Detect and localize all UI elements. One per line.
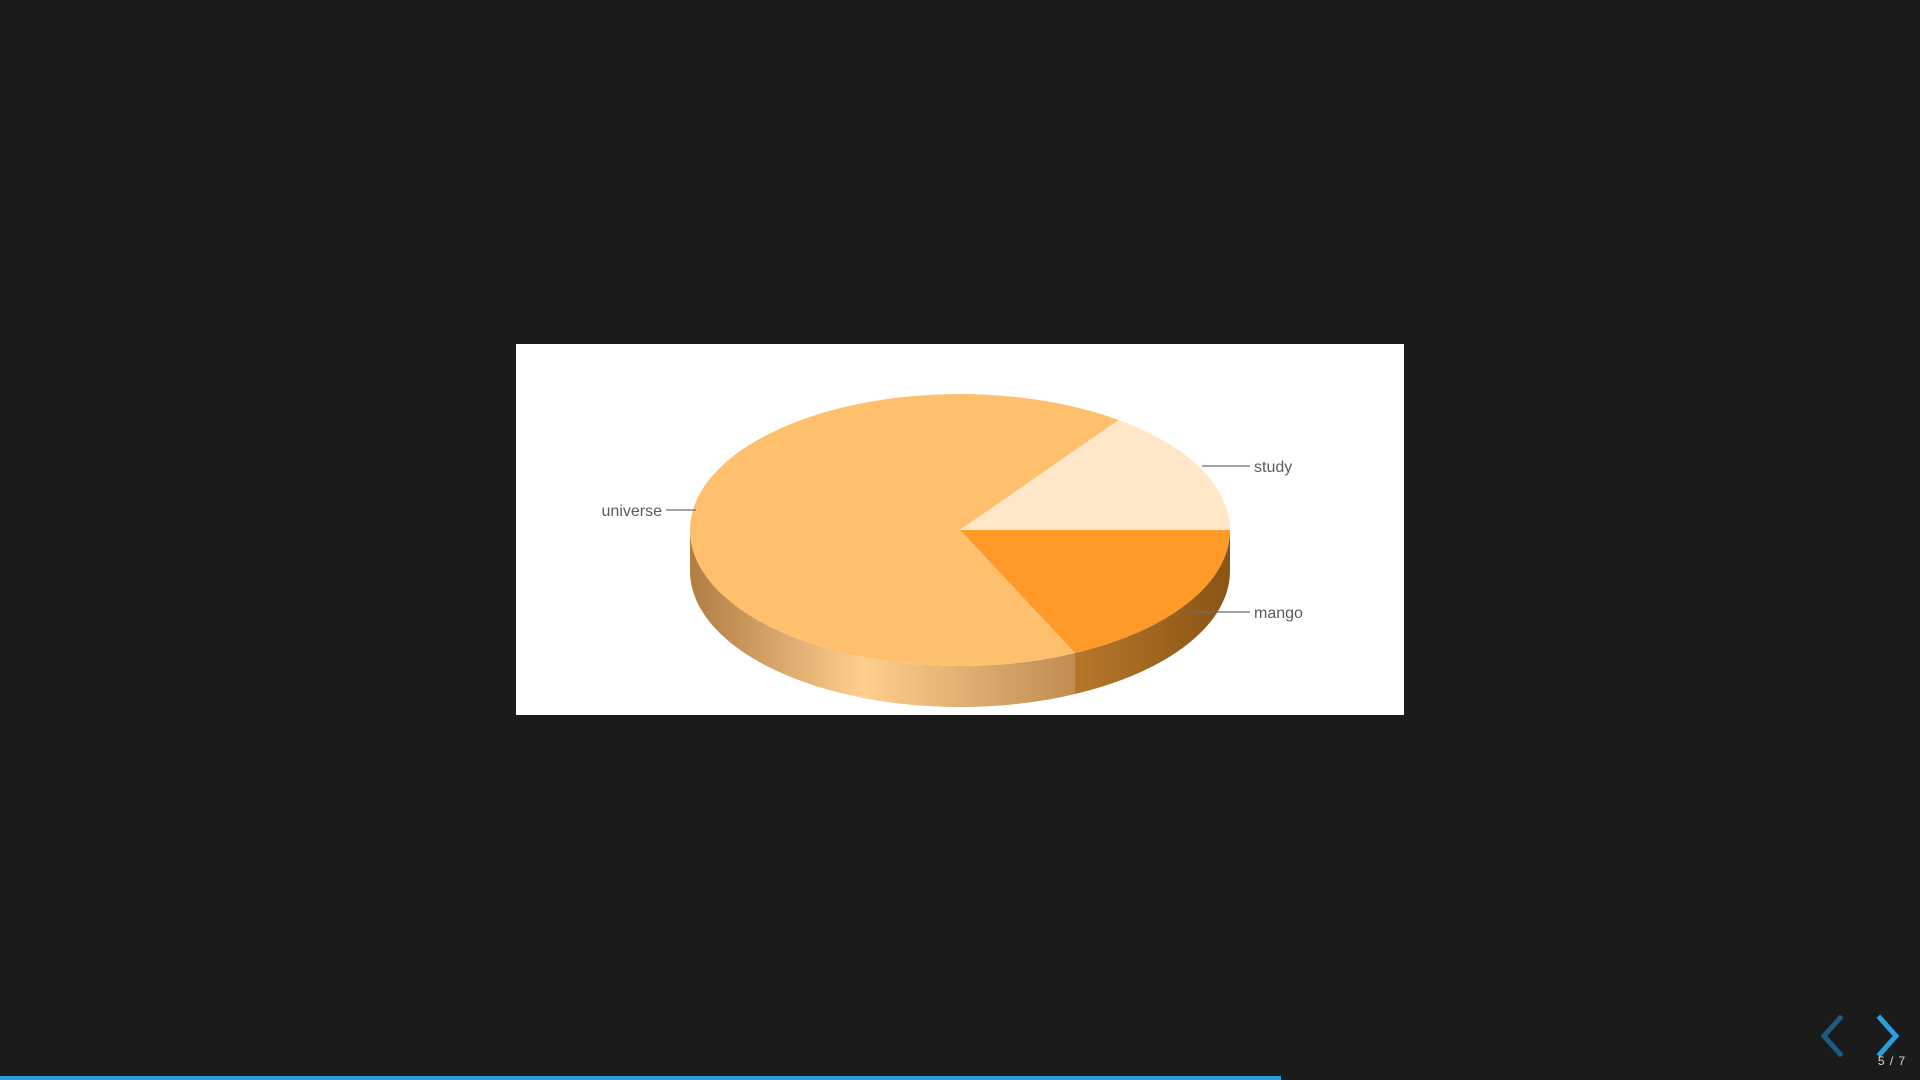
- pie-chart: universe study mango: [602, 394, 1303, 707]
- pie-slice-universe: [690, 394, 1119, 666]
- next-slide-button[interactable]: [1868, 1012, 1908, 1060]
- progress-bar: [0, 1076, 1920, 1080]
- pie-side-universe: [690, 530, 1075, 707]
- pie-label-study: study: [1254, 459, 1292, 476]
- pie-slice-mango: [960, 530, 1230, 654]
- slide-counter: 5 / 7: [1877, 1054, 1907, 1068]
- progress-bar-fill: [0, 1076, 1281, 1080]
- chevron-left-icon: [1820, 1014, 1844, 1058]
- pie-slice-study: [960, 419, 1230, 530]
- slide-content: universe study mango: [516, 344, 1404, 715]
- pie-label-mango: mango: [1254, 605, 1303, 622]
- previous-slide-button[interactable]: [1812, 1012, 1852, 1060]
- pie-side-mango: [1074, 530, 1230, 695]
- pie-label-universe: universe: [602, 503, 663, 520]
- chevron-right-icon: [1876, 1014, 1900, 1058]
